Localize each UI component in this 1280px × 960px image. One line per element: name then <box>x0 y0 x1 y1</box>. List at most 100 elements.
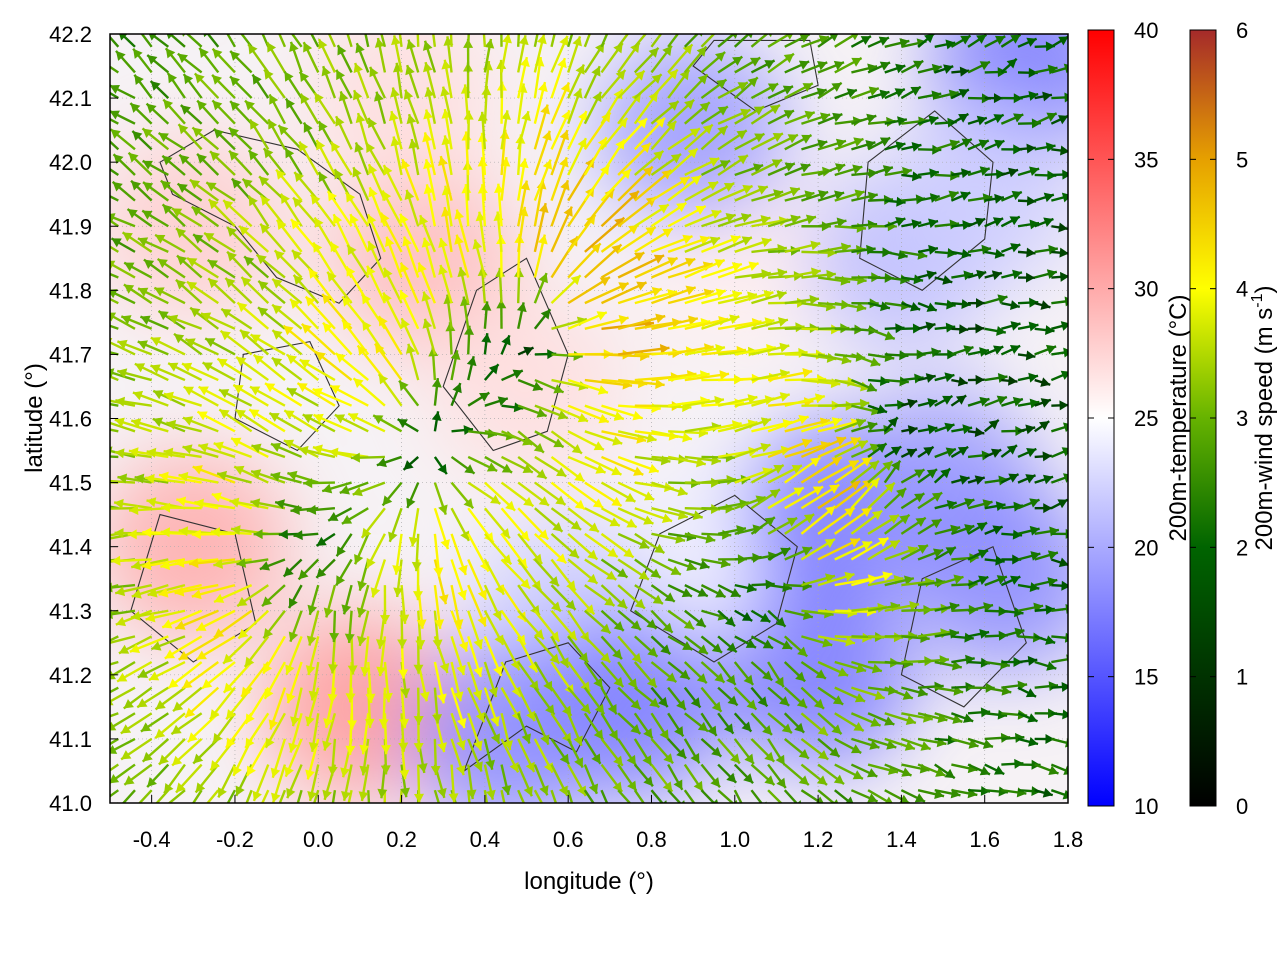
wind-vector <box>784 82 814 100</box>
wind-vector-head <box>250 334 261 344</box>
wind-vector-head <box>1013 501 1023 512</box>
wind-vector-head <box>559 130 570 141</box>
wind-vector <box>1001 554 1022 565</box>
wind-vector-head <box>248 195 258 207</box>
wind-vector <box>733 738 755 765</box>
wind-vector <box>984 193 1005 204</box>
wind-vector <box>934 422 955 433</box>
wind-vector <box>650 712 670 741</box>
wind-vector-head <box>697 644 708 654</box>
wind-vector-head <box>816 87 827 98</box>
wind-vector-head <box>946 500 957 510</box>
wind-vector <box>247 195 270 227</box>
wind-vector <box>851 191 878 202</box>
wind-vector <box>684 123 714 151</box>
wind-vector-head <box>643 776 653 787</box>
wind-vector <box>667 738 687 760</box>
wind-vector <box>667 127 701 151</box>
wind-vector-head <box>110 213 116 223</box>
wind-vector-head <box>305 665 316 676</box>
wind-vector-head <box>270 767 281 778</box>
wind-vector-head <box>652 594 663 604</box>
wind-vector <box>717 661 737 686</box>
wind-vector <box>1000 575 1021 587</box>
wind-vector <box>834 34 859 48</box>
wind-vector-head <box>645 226 656 237</box>
wind-vector <box>286 764 303 799</box>
wind-vector-head <box>572 36 582 47</box>
wind-vector-head <box>618 315 629 325</box>
wind-vector-shaft <box>650 789 664 803</box>
wind-vector <box>884 445 902 458</box>
wind-vector <box>667 98 695 125</box>
wind-vector-head <box>614 217 625 228</box>
wind-vector <box>194 763 220 794</box>
wind-vector-head <box>305 769 315 780</box>
wind-vector-head <box>743 773 754 784</box>
wind-vector <box>181 661 220 690</box>
wind-vector <box>404 189 420 227</box>
wind-vector <box>550 179 570 227</box>
wind-vector <box>335 115 353 150</box>
wind-vector <box>500 110 512 150</box>
wind-vector-head <box>114 498 124 509</box>
wind-vector <box>178 635 219 661</box>
wind-vector-head <box>501 463 513 473</box>
wind-vector-head <box>812 486 824 496</box>
wind-vector-shaft <box>398 34 403 47</box>
wind-vector-head <box>809 294 820 305</box>
wind-vector <box>567 404 610 424</box>
wind-vector <box>884 737 916 751</box>
wind-vector <box>851 86 880 100</box>
wind-vector <box>467 687 486 723</box>
wind-vector <box>750 464 785 484</box>
wind-vector-head <box>537 34 547 45</box>
wind-vector <box>1017 686 1037 698</box>
wind-vector <box>567 35 582 73</box>
wind-vector-head <box>566 630 577 641</box>
wind-vector <box>751 290 787 305</box>
wind-vector-head <box>241 686 251 697</box>
wind-vector-head <box>1009 216 1020 226</box>
wind-vector-head <box>441 59 452 70</box>
wind-vector-head <box>557 58 567 69</box>
wind-vector <box>315 532 336 547</box>
wind-vector-head <box>894 88 905 98</box>
wind-vector-shaft <box>278 789 287 803</box>
wind-vector-head <box>880 301 890 312</box>
wind-vector-head <box>225 277 236 288</box>
wind-vector-head <box>110 260 116 270</box>
wind-vector-head <box>382 692 393 703</box>
wind-vector <box>262 147 286 176</box>
wind-vector-head <box>965 654 975 665</box>
wind-vector-head <box>556 467 567 477</box>
wind-vector-head <box>997 294 1008 304</box>
wind-vector-head <box>98 476 107 486</box>
wind-vector-head <box>597 385 608 395</box>
wind-vector <box>264 382 303 407</box>
wind-vector <box>533 234 548 278</box>
wind-vector <box>466 764 477 800</box>
wind-vector <box>257 306 286 330</box>
wind-vector <box>634 227 674 253</box>
wind-vector-head <box>292 250 302 261</box>
wind-vector-head <box>360 666 371 677</box>
wind-vector <box>533 661 554 692</box>
wind-vector <box>1017 424 1036 435</box>
wind-vector <box>834 506 873 535</box>
wind-vector-head <box>128 152 139 163</box>
wind-vector-head <box>613 755 623 766</box>
wind-vector <box>245 789 253 803</box>
wind-vector-head <box>374 14 384 24</box>
wind-vector <box>205 181 236 202</box>
wind-vector <box>137 237 169 253</box>
wind-vector-head <box>488 686 499 698</box>
wind-vector-head <box>250 386 261 396</box>
wind-vector-head <box>815 669 826 679</box>
wind-vector-shaft <box>110 686 119 694</box>
wind-vector <box>158 471 202 484</box>
wind-vector <box>967 217 986 228</box>
wind-vector <box>800 737 829 761</box>
wind-vector-head <box>117 339 128 350</box>
wind-vector-head <box>294 172 304 183</box>
